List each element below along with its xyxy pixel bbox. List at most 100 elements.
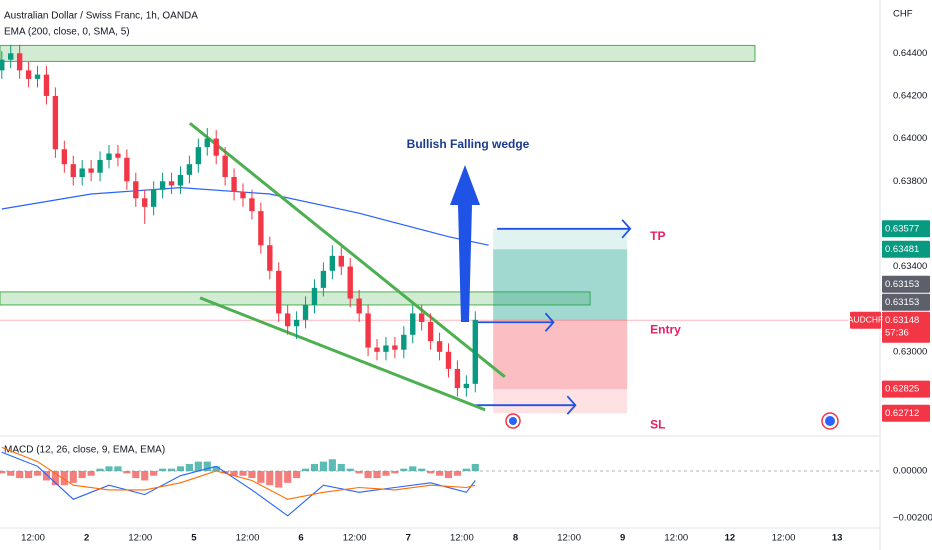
macd-histogram-bar	[159, 468, 167, 472]
y-tick-label: 0.63000	[893, 346, 927, 357]
price-label-box	[882, 240, 930, 258]
symbol-tag	[850, 311, 881, 329]
candle-body	[356, 298, 362, 314]
candle-body	[159, 181, 166, 190]
candle-body	[70, 164, 76, 177]
macd-histogram-bar	[275, 471, 283, 488]
macd-histogram-bar	[319, 461, 327, 472]
symbol-label: AUDCHF	[848, 315, 883, 325]
macd-histogram-bar	[409, 466, 417, 472]
candle-body	[16, 53, 23, 71]
price-label-box	[882, 311, 930, 343]
x-tick-label: 5	[191, 533, 197, 544]
macd-histogram-bar	[123, 471, 131, 474]
candle-body	[302, 304, 309, 320]
macd-histogram-bar	[78, 471, 86, 479]
macd-histogram-bar	[453, 471, 461, 476]
candle-body	[454, 368, 461, 389]
candle-body	[186, 164, 193, 175]
position-zone	[493, 389, 628, 414]
macd-histogram-bar	[0, 471, 6, 474]
macd-histogram-bar	[427, 471, 435, 474]
macd-histogram-bar	[96, 468, 104, 472]
macd-histogram-bar	[69, 471, 77, 483]
candle-body	[0, 59, 5, 71]
x-tick-label: 9	[620, 533, 625, 544]
candle-body	[106, 153, 112, 160]
macd-histogram-bar	[132, 471, 140, 479]
y-tick-label: 0.63400	[893, 261, 927, 272]
candle-body	[97, 159, 103, 173]
y2-tick-label: 0.00000	[893, 466, 927, 477]
position-zone	[493, 249, 628, 321]
candle-body	[150, 189, 157, 207]
candle-body	[410, 313, 416, 335]
x-tick-label: 12:00	[450, 533, 474, 544]
macd-histogram-bar	[337, 463, 345, 472]
candle-body	[115, 153, 121, 158]
position-label: SL	[650, 417, 665, 431]
annotation: Bullish Falling wedge	[407, 137, 530, 151]
level-arrow	[497, 219, 632, 239]
macd-histogram-bar	[150, 471, 158, 476]
candle-body	[347, 266, 353, 299]
macd-histogram-bar	[471, 463, 479, 472]
price-label-box	[882, 404, 930, 422]
macd-histogram-bar	[444, 471, 453, 479]
macd-histogram-bar	[257, 471, 265, 483]
candle-body	[401, 334, 407, 350]
macd-histogram-bar	[373, 471, 381, 479]
candle-body	[329, 255, 336, 271]
macd-histogram-bar	[239, 471, 247, 476]
candle-body	[240, 191, 246, 199]
trendline	[188, 122, 506, 378]
up-arrow	[450, 165, 480, 322]
macd-histogram-bar	[284, 471, 292, 483]
indicator-label: EMA (200, close, 0, SMA, 5)	[4, 27, 130, 38]
x-tick-label: 12:00	[772, 533, 796, 544]
macd-histogram-bar	[248, 471, 256, 479]
macd-histogram-bar	[435, 471, 444, 476]
candle-body	[365, 313, 371, 348]
macd-histogram-bar	[167, 468, 176, 472]
price-label: 0.63153	[885, 279, 919, 290]
macd-histogram-bar	[391, 471, 399, 474]
price-label: 0.63148	[885, 315, 919, 326]
position-label: TP	[650, 229, 665, 243]
macd-signal-line	[1, 446, 476, 500]
candle-body	[213, 138, 219, 156]
macd-histogram-bar	[7, 471, 15, 476]
candle-body	[124, 157, 130, 182]
price-label-box	[882, 275, 930, 293]
position-zone	[493, 320, 628, 390]
x-tick-label: 12:00	[557, 533, 581, 544]
plot-area	[0, 44, 880, 415]
position-zone	[493, 228, 628, 250]
macd-macd-line	[1, 451, 476, 517]
currency-label: CHF	[893, 9, 913, 20]
candle-body	[177, 174, 184, 186]
x-tick-label: 12:00	[343, 533, 367, 544]
x-tick-label: 8	[513, 533, 518, 544]
candle-body	[338, 255, 344, 267]
macd-histogram-bar	[185, 463, 193, 472]
candle-body	[25, 70, 32, 79]
candle-body	[427, 321, 434, 342]
candle-body	[383, 345, 389, 352]
event-icon	[821, 412, 839, 430]
candle-body	[258, 211, 264, 246]
macd-histogram-bar	[42, 471, 51, 481]
x-tick-label: 12:00	[128, 533, 152, 544]
candle-body	[267, 245, 273, 271]
macd-histogram-bar	[176, 466, 185, 472]
price-label: 0.62712	[885, 408, 919, 419]
x-tick-label: 12:00	[21, 533, 45, 544]
candle-body	[61, 149, 68, 165]
x-tick-label: 13	[832, 533, 843, 544]
chart-title: Australian Dollar / Swiss Franc, 1h, OAN…	[4, 11, 198, 22]
price-label-box	[882, 220, 930, 238]
macd-histogram-bar	[328, 459, 336, 472]
candle-body	[392, 345, 398, 350]
candle-body	[320, 270, 327, 288]
x-tick-label: 7	[406, 533, 411, 544]
